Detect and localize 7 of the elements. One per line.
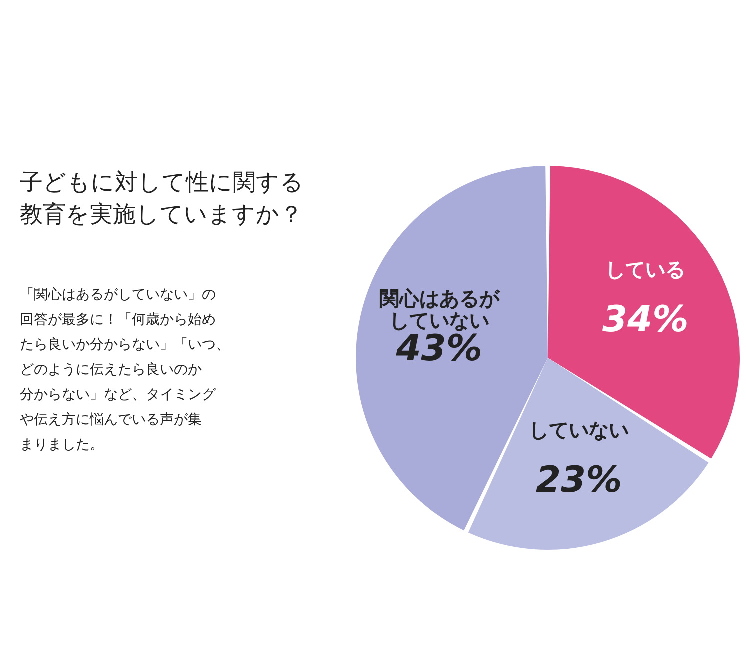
- data-label: 34%: [602, 299, 689, 340]
- text: 子どもに対して性に関する教育を実施していますか？: [20, 170, 304, 228]
- text: 「関心はあるがしていない」の回答が最多に！「何歳から始めたら良いか分からない」「いつ、どのように伝えたら良いのか分からない」など、タイミングや伝え方に悩んでいる声が集まりました。: [20, 287, 230, 453]
- slice-label: していない: [529, 418, 630, 442]
- pie-slice: [548, 166, 740, 459]
- data-label: 23%: [536, 460, 622, 501]
- slice-label: している: [606, 257, 686, 282]
